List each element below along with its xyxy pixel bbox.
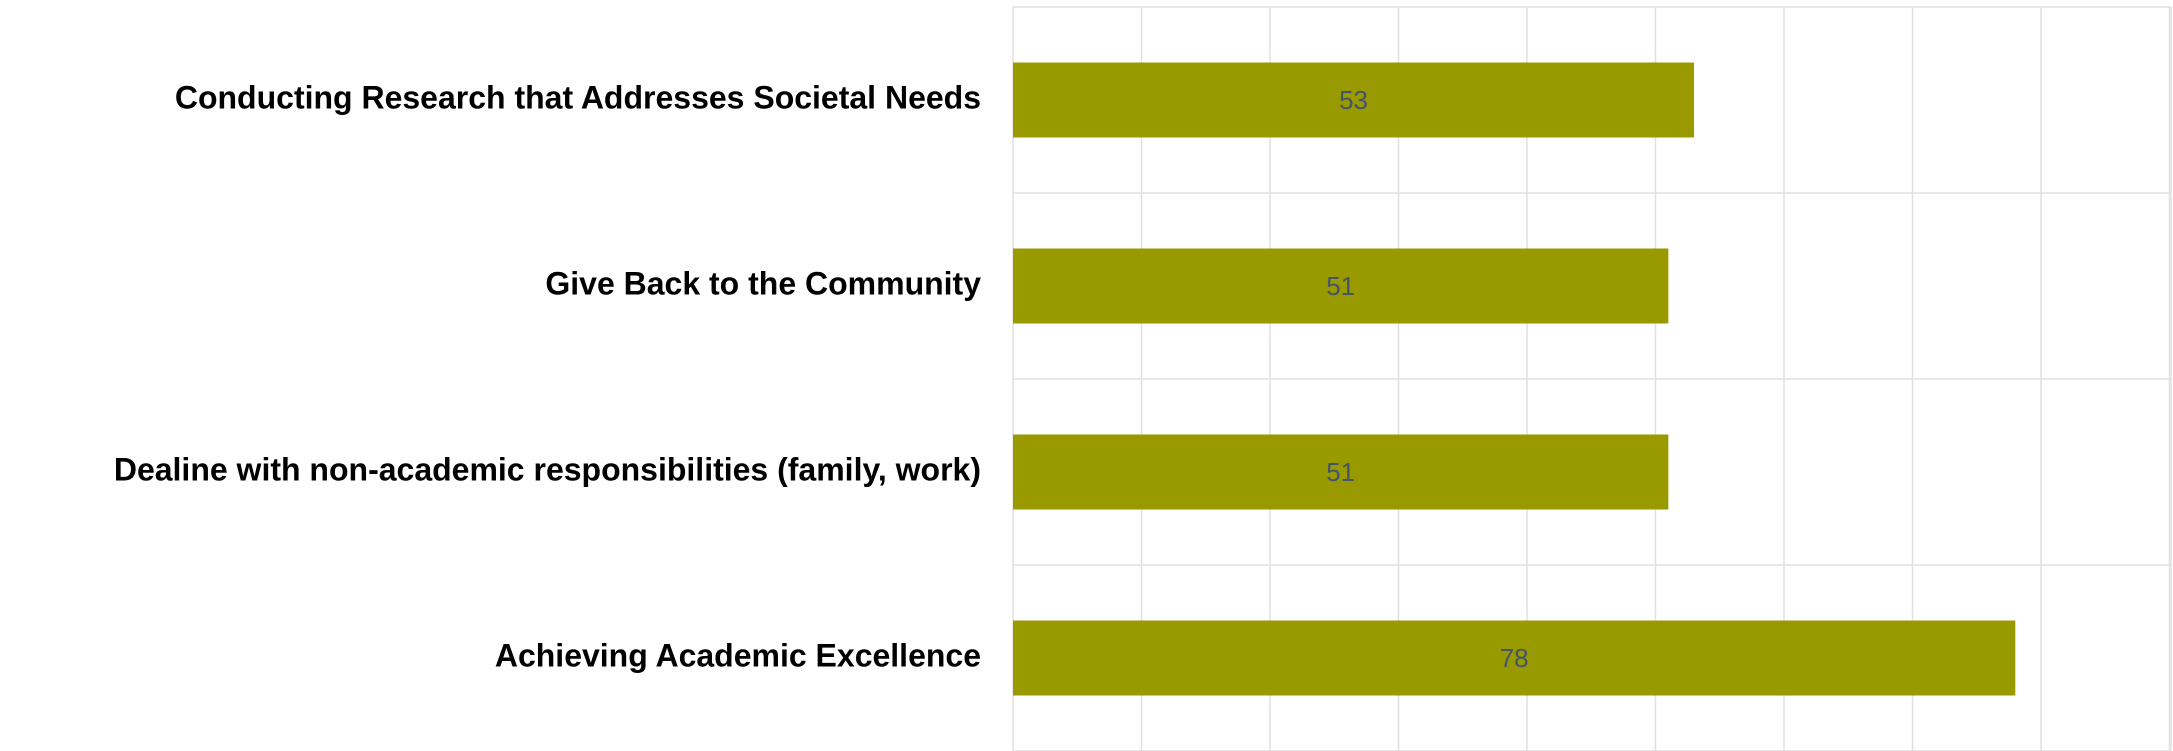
y-tick-label: Conducting Research that Addresses Socie…	[175, 79, 981, 115]
data-label: 51	[1326, 457, 1355, 487]
data-label: 78	[1500, 643, 1529, 673]
y-tick-label: Dealine with non-academic responsibiliti…	[114, 451, 981, 487]
y-tick-label: Give Back to the Community	[545, 265, 981, 301]
bar	[1013, 620, 2016, 696]
y-tick-label: Achieving Academic Excellence	[495, 637, 981, 673]
bar	[1013, 434, 1669, 510]
data-label: 51	[1326, 271, 1355, 301]
data-label: 53	[1339, 85, 1368, 115]
bar	[1013, 248, 1669, 324]
bar	[1013, 62, 1695, 138]
